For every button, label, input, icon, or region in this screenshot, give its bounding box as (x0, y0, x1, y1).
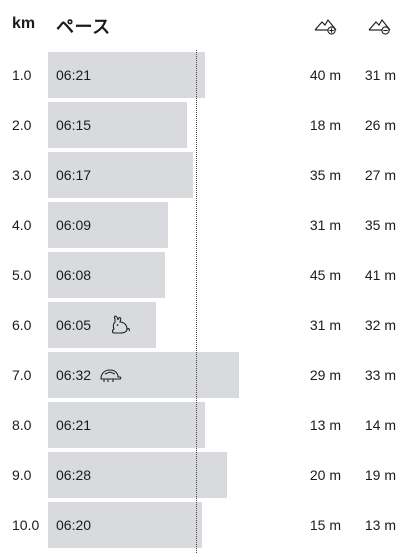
elevation-loss-value: 13 m (364, 517, 396, 533)
pace-bar (48, 102, 187, 148)
split-km: 1.0 (12, 67, 32, 83)
pace-column-header: ペース (56, 17, 111, 37)
elevation-gain-value: 31 m (309, 217, 341, 233)
elevation-gain-icon (313, 12, 339, 38)
split-km: 3.0 (12, 167, 32, 183)
split-km: 8.0 (12, 417, 32, 433)
pace-bar (48, 502, 203, 548)
split-row[interactable]: 2.0 06:15 18 m 26 m (0, 100, 410, 150)
split-row[interactable]: 10.0 06:20 15 m 13 m (0, 500, 410, 550)
elevation-gain-value: 31 m (309, 317, 341, 333)
splits-header: km ペース (0, 0, 410, 50)
split-km: 7.0 (12, 367, 32, 383)
split-row[interactable]: 1.0 06:21 40 m 31 m (0, 50, 410, 100)
elevation-loss-value: 14 m (364, 417, 396, 433)
pace-bar (48, 452, 227, 498)
elevation-gain-value: 29 m (309, 367, 341, 383)
elevation-loss-value: 33 m (364, 367, 396, 383)
elevation-gain-value: 15 m (309, 517, 341, 533)
turtle-icon (98, 364, 122, 386)
elevation-loss-value: 26 m (364, 117, 396, 133)
elevation-loss-value: 19 m (364, 467, 396, 483)
elevation-loss-value: 32 m (364, 317, 396, 333)
pace-bar (48, 352, 240, 398)
km-column-header: km (12, 15, 36, 32)
elevation-gain-value: 35 m (309, 167, 341, 183)
rabbit-icon (108, 314, 132, 336)
elevation-gain-value: 40 m (309, 67, 341, 83)
pace-bar (48, 152, 194, 198)
elevation-loss-value: 41 m (364, 267, 396, 283)
split-km: 10.0 (12, 517, 40, 533)
split-pace: 06:15 (56, 117, 92, 133)
split-pace: 06:20 (56, 517, 92, 533)
elevation-loss-value: 35 m (364, 217, 396, 233)
pace-bar (48, 202, 169, 248)
split-km: 2.0 (12, 117, 32, 133)
split-pace: 06:08 (56, 267, 92, 283)
elevation-gain-value: 18 m (309, 117, 341, 133)
split-pace: 06:21 (56, 67, 92, 83)
elevation-loss-icon (367, 12, 393, 38)
split-pace: 06:21 (56, 417, 92, 433)
split-pace: 06:28 (56, 467, 92, 483)
splits-list: 1.0 06:21 40 m 31 m 2.0 06:15 18 m 26 m 3.0 06:17… (0, 50, 410, 553)
split-row[interactable]: 7.0 06:32 29 m 33 m (0, 350, 410, 400)
split-row[interactable]: 6.0 06:05 31 m 32 m (0, 300, 410, 350)
split-row[interactable]: 5.0 06:08 45 m 41 m (0, 250, 410, 300)
pace-bar (48, 52, 206, 98)
split-row[interactable]: 4.0 06:09 31 m 35 m (0, 200, 410, 250)
pace-bar (48, 252, 166, 298)
elevation-gain-value: 20 m (309, 467, 341, 483)
split-km: 9.0 (12, 467, 32, 483)
split-km: 5.0 (12, 267, 32, 283)
split-row[interactable]: 3.0 06:17 35 m 27 m (0, 150, 410, 200)
split-km: 4.0 (12, 217, 32, 233)
pace-bar (48, 302, 157, 348)
elevation-gain-value: 45 m (309, 267, 341, 283)
split-pace: 06:17 (56, 167, 92, 183)
split-row[interactable]: 9.0 06:28 20 m 19 m (0, 450, 410, 500)
split-km: 6.0 (12, 317, 32, 333)
split-row[interactable]: 8.0 06:21 13 m 14 m (0, 400, 410, 450)
elevation-gain-value: 13 m (309, 417, 341, 433)
split-pace: 06:32 (56, 367, 92, 383)
split-pace: 06:09 (56, 217, 92, 233)
elevation-loss-value: 31 m (364, 67, 396, 83)
split-pace: 06:05 (56, 317, 92, 333)
elevation-loss-value: 27 m (364, 167, 396, 183)
average-pace-line (196, 50, 197, 553)
pace-bar (48, 402, 206, 448)
